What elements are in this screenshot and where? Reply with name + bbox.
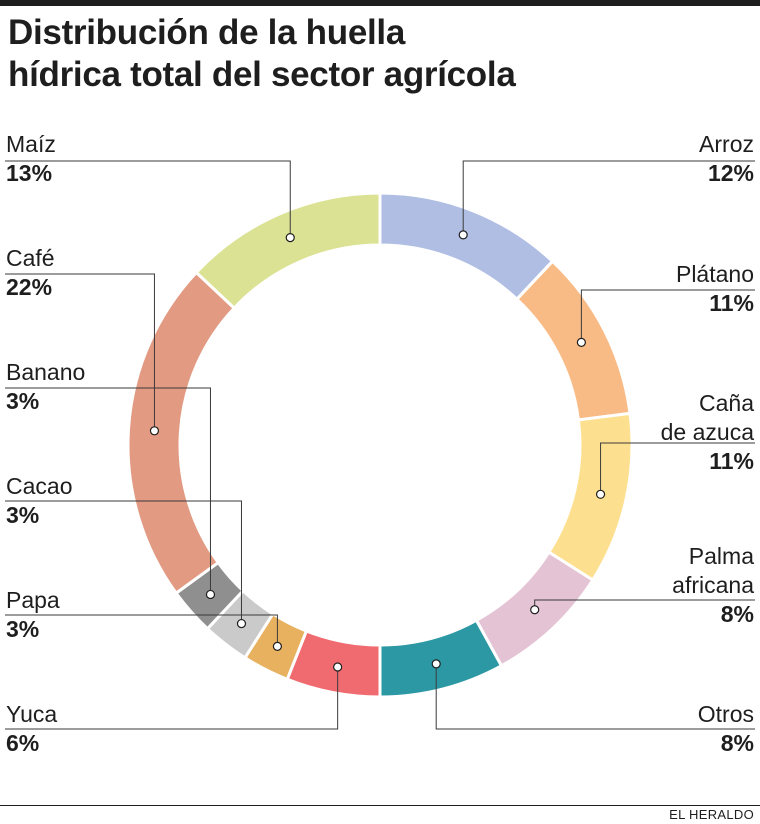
label-papa: Papa 3% bbox=[6, 586, 246, 644]
top-rule bbox=[0, 0, 760, 6]
leader-line-yuca bbox=[5, 667, 339, 730]
slice-marker-yuca bbox=[333, 662, 343, 672]
leader-line-cana bbox=[600, 442, 755, 495]
slice-name-palma-2: africana bbox=[672, 572, 754, 598]
leader-line-otros bbox=[435, 663, 755, 730]
chart-title: Distribución de la huella hídrica total … bbox=[8, 12, 748, 96]
slice-marker-cacao bbox=[236, 618, 247, 629]
slice-name-cacao: Cacao bbox=[6, 473, 73, 499]
slice-name-palma-1: Palma bbox=[688, 543, 754, 569]
slice-marker-maiz bbox=[285, 232, 295, 243]
donut-slice-otros bbox=[378, 618, 504, 699]
slice-marker-arroz bbox=[458, 230, 468, 240]
label-arroz: Arroz 12% bbox=[514, 130, 754, 188]
leader-line-arroz bbox=[462, 160, 755, 235]
slice-value-arroz: 12% bbox=[707, 160, 754, 186]
slice-value-platano: 11% bbox=[709, 290, 754, 316]
slice-name-banano: Banano bbox=[6, 359, 86, 385]
slice-marker-platano bbox=[576, 337, 586, 347]
slice-name-cafe: Café bbox=[6, 245, 55, 271]
slice-value-yuca: 6% bbox=[6, 730, 40, 756]
slice-marker-papa bbox=[272, 641, 282, 651]
label-palma: Palma africana 8% bbox=[514, 542, 754, 629]
leader-line-maiz bbox=[5, 160, 291, 238]
label-banano: Banano 3% bbox=[6, 358, 246, 416]
label-cafe: Café 22% bbox=[6, 244, 246, 302]
slice-name-arroz: Arroz bbox=[699, 131, 754, 157]
label-cana: Caña de azuca 11% bbox=[514, 389, 754, 476]
slice-value-banano: 3% bbox=[6, 388, 40, 414]
slice-value-cafe: 22% bbox=[6, 274, 53, 300]
slice-name-platano: Plátano bbox=[675, 261, 754, 287]
title-line-1: Distribución de la huella bbox=[8, 13, 406, 52]
footer-rule bbox=[0, 805, 760, 806]
slice-name-yuca: Yuca bbox=[6, 701, 58, 727]
slice-value-papa: 3% bbox=[6, 616, 40, 642]
slice-name-otros: Otros bbox=[697, 701, 754, 727]
slice-value-cacao: 3% bbox=[6, 502, 40, 528]
slice-value-otros: 8% bbox=[720, 730, 754, 756]
slice-value-palma: 8% bbox=[720, 601, 754, 627]
slice-name-maiz: Maíz bbox=[6, 131, 56, 157]
donut-slice-cafe bbox=[126, 270, 237, 596]
slice-value-cana: 11% bbox=[709, 448, 754, 474]
slice-marker-cana bbox=[595, 489, 606, 499]
title-line-2: hídrica total del sector agrícola bbox=[8, 55, 516, 94]
leader-lines-group bbox=[5, 160, 755, 730]
slice-name-cana-2: de azuca bbox=[660, 419, 754, 445]
leader-line-cacao bbox=[5, 500, 242, 624]
donut-slice-maiz bbox=[194, 191, 382, 311]
leader-line-papa bbox=[5, 614, 278, 647]
slice-value-maiz: 13% bbox=[6, 160, 53, 186]
slice-marker-palma bbox=[530, 605, 540, 615]
slice-marker-cafe bbox=[149, 426, 160, 436]
label-otros: Otros 8% bbox=[514, 700, 754, 758]
label-maiz: Maíz 13% bbox=[6, 130, 246, 188]
slice-marker-banano bbox=[205, 589, 216, 600]
label-cacao: Cacao 3% bbox=[6, 472, 246, 530]
slice-name-papa: Papa bbox=[6, 587, 60, 613]
label-platano: Plátano 11% bbox=[514, 260, 754, 318]
slice-marker-otros bbox=[431, 659, 441, 669]
label-yuca: Yuca 6% bbox=[6, 700, 246, 758]
slice-name-cana-1: Caña bbox=[699, 390, 754, 416]
leader-line-cafe bbox=[5, 273, 155, 431]
source-credit: EL HERALDO bbox=[669, 807, 754, 822]
leader-line-banano bbox=[5, 387, 211, 595]
leader-line-platano bbox=[580, 289, 755, 343]
